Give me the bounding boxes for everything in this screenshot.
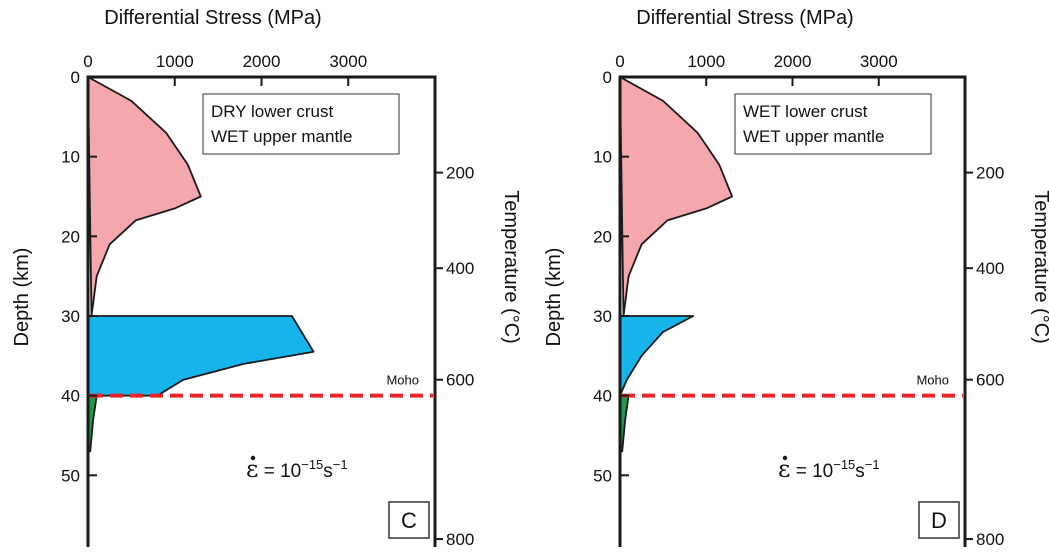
moho-label: Moho bbox=[916, 373, 949, 388]
y-tick-label: 30 bbox=[61, 307, 80, 326]
y-tick-label: 20 bbox=[593, 227, 612, 246]
x-axis-title: Differential Stress (MPa) bbox=[636, 7, 853, 29]
panel-letter-box bbox=[388, 501, 430, 539]
x-tick-label: 1000 bbox=[687, 52, 725, 71]
envelope-lower-crust bbox=[87, 315, 315, 397]
y-tick-label: 20 bbox=[61, 227, 80, 246]
y2-tick-label: 400 bbox=[446, 259, 474, 278]
y-tick-label: 40 bbox=[61, 387, 80, 406]
rheology-label-line: WET upper mantle bbox=[743, 127, 884, 146]
envelope-upper-crust bbox=[87, 76, 202, 317]
y2-tick-label: 800 bbox=[446, 530, 474, 547]
strain-rate-label: ε = 10−15s−1 bbox=[778, 455, 880, 483]
panel-letter: C bbox=[401, 508, 417, 533]
y-tick-label: 0 bbox=[603, 68, 612, 87]
x-axis-title: Differential Stress (MPa) bbox=[104, 7, 321, 29]
y-tick-label: 30 bbox=[593, 307, 612, 326]
y-axis-title: Depth (km) bbox=[11, 248, 33, 347]
y-tick-label: 50 bbox=[593, 466, 612, 485]
x-tick-label: 2000 bbox=[243, 52, 281, 71]
y2-axis-title: Temperature (°C) bbox=[500, 190, 522, 344]
rheology-label-box bbox=[734, 93, 932, 155]
y2-tick-label: 400 bbox=[976, 259, 1004, 278]
rheology-label-box bbox=[202, 93, 400, 155]
y-tick-label: 40 bbox=[593, 387, 612, 406]
y2-tick-label: 200 bbox=[446, 164, 474, 183]
x-tick-label: 2000 bbox=[774, 52, 812, 71]
strain-rate-dot bbox=[250, 455, 256, 461]
y2-axis-title: Temperature (°C) bbox=[1030, 190, 1049, 344]
envelope-upper-crust bbox=[619, 76, 733, 317]
panel-letter-box bbox=[918, 501, 960, 539]
x-tick-label: 0 bbox=[83, 52, 92, 71]
envelope-lower-crust bbox=[619, 315, 695, 397]
x-tick-label: 3000 bbox=[329, 52, 367, 71]
y-tick-label: 10 bbox=[593, 148, 612, 167]
x-tick-label: 1000 bbox=[156, 52, 194, 71]
moho-label: Moho bbox=[386, 373, 419, 388]
y-tick-label: 0 bbox=[71, 68, 80, 87]
strain-rate-label: ε = 10−15s−1 bbox=[246, 455, 348, 483]
x-tick-label: 3000 bbox=[860, 52, 898, 71]
y2-tick-label: 800 bbox=[976, 530, 1004, 547]
x-tick-label: 0 bbox=[615, 52, 624, 71]
rheology-label-line: WET lower crust bbox=[743, 102, 868, 121]
y-tick-label: 10 bbox=[61, 148, 80, 167]
y-tick-label: 50 bbox=[61, 466, 80, 485]
rheology-label-line: DRY lower crust bbox=[211, 102, 333, 121]
strain-rate-dot bbox=[782, 455, 788, 461]
y2-tick-label: 600 bbox=[976, 371, 1004, 390]
y-axis-title: Depth (km) bbox=[543, 248, 565, 347]
y2-tick-label: 600 bbox=[446, 371, 474, 390]
y2-tick-label: 200 bbox=[976, 164, 1004, 183]
rheology-label-line: WET upper mantle bbox=[211, 127, 352, 146]
panel-letter: D bbox=[931, 508, 947, 533]
